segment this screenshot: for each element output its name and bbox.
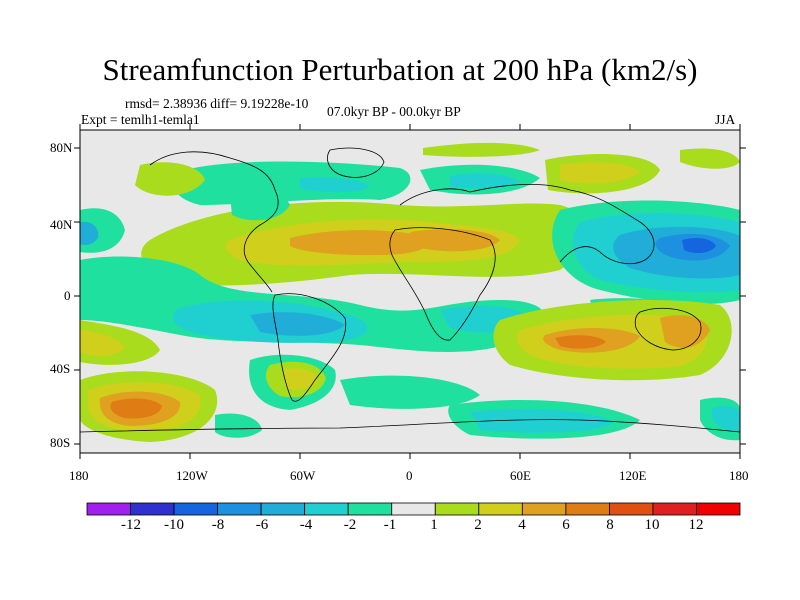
coastline-north-america <box>149 151 279 293</box>
colorbar-box <box>304 502 349 516</box>
field-region-n10 <box>682 238 716 254</box>
lon-label-0: 0 <box>406 468 413 483</box>
colorbar-box <box>652 502 697 516</box>
field-region-n2 <box>173 161 411 205</box>
coastline-africa <box>389 227 496 341</box>
field-region-n4 <box>712 406 740 432</box>
coastline-south-america <box>272 293 347 402</box>
colorbar-box <box>478 502 523 516</box>
lat-label-80s: 80S <box>50 435 71 450</box>
field-region-n4 <box>300 177 370 193</box>
axis-ticks <box>74 124 746 459</box>
colorbar-label: -4 <box>299 517 313 533</box>
colorbar-label: -12 <box>121 517 141 533</box>
field-region-p2 <box>135 162 205 196</box>
field-region-n2 <box>340 375 480 409</box>
colorbar-box <box>565 502 610 516</box>
field-region-p2 <box>423 142 540 157</box>
field-region-p4 <box>282 368 318 390</box>
colorbar-label: -1 <box>383 517 397 533</box>
colorbar-box <box>130 502 175 516</box>
lon-label-180e: 180 <box>729 468 749 483</box>
colorbar-box <box>260 502 306 516</box>
colorbar-box <box>696 502 741 516</box>
colorbar-box <box>521 502 567 516</box>
field-region-p8 <box>110 398 162 419</box>
lon-label-120e: 120E <box>619 468 647 483</box>
colorbar-box <box>434 502 480 516</box>
colorbar <box>86 502 741 516</box>
field-region-n4 <box>470 408 615 433</box>
colorbar-label: 10 <box>644 517 660 533</box>
field-region-p8 <box>555 335 606 349</box>
colorbar-box <box>347 502 393 516</box>
field-region-n2 <box>215 413 262 438</box>
colorbar-label: 4 <box>518 517 526 533</box>
lon-label-180w: 180 <box>69 468 89 483</box>
chart-title: Streamfunction Perturbation at 200 hPa (… <box>102 52 698 87</box>
field-region-p4 <box>80 330 125 357</box>
colorbar-box <box>391 502 436 516</box>
colorbar-box <box>609 502 654 516</box>
coastline-greenland <box>327 147 385 178</box>
coastline-europe-asia <box>399 184 655 265</box>
colorbar-label: 12 <box>688 517 704 533</box>
colorbar-label: -2 <box>343 517 357 533</box>
colorbar-label: 8 <box>606 517 614 533</box>
stats-text: rmsd= 2.38936 diff= 9.19228e-10 <box>125 96 309 111</box>
lon-label-60e: 60E <box>510 468 531 483</box>
lat-label-80n: 80N <box>50 140 73 155</box>
field-region-n4 <box>450 173 520 189</box>
colorbar-label: 6 <box>562 517 570 533</box>
colorbar-label: -8 <box>211 517 225 533</box>
colorbar-label: -10 <box>164 517 184 533</box>
lat-label-0: 0 <box>64 288 71 303</box>
coastlines <box>80 147 740 433</box>
field-region-p6 <box>660 315 710 348</box>
coastline-australia <box>634 307 702 351</box>
field-region-n6 <box>80 221 99 246</box>
field-region-p2 <box>680 148 740 169</box>
period-label: 07.0kyr BP - 00.0kyr BP <box>327 104 461 119</box>
colorbar-label: 2 <box>474 517 482 533</box>
colorbar-box <box>173 502 219 516</box>
colorbar-box <box>217 502 262 516</box>
lat-label-40s: 40S <box>50 361 71 376</box>
lon-label-120w: 120W <box>176 468 208 483</box>
lat-label-40n: 40N <box>50 217 73 232</box>
colorbar-label: -6 <box>255 517 269 533</box>
colorbar-box <box>86 502 131 516</box>
lon-label-60w: 60W <box>290 468 316 483</box>
field-region-p6 <box>290 230 428 256</box>
field-region-n6 <box>250 312 345 336</box>
colorbar-label: 1 <box>430 517 438 533</box>
coastline-antarctica <box>80 419 740 433</box>
season-label: JJA <box>715 112 736 127</box>
experiment-label: Expt = temlh1-temla1 <box>81 112 200 127</box>
contour-field <box>80 142 740 442</box>
field-region-p4 <box>560 162 640 184</box>
field-region-p6 <box>410 229 500 252</box>
